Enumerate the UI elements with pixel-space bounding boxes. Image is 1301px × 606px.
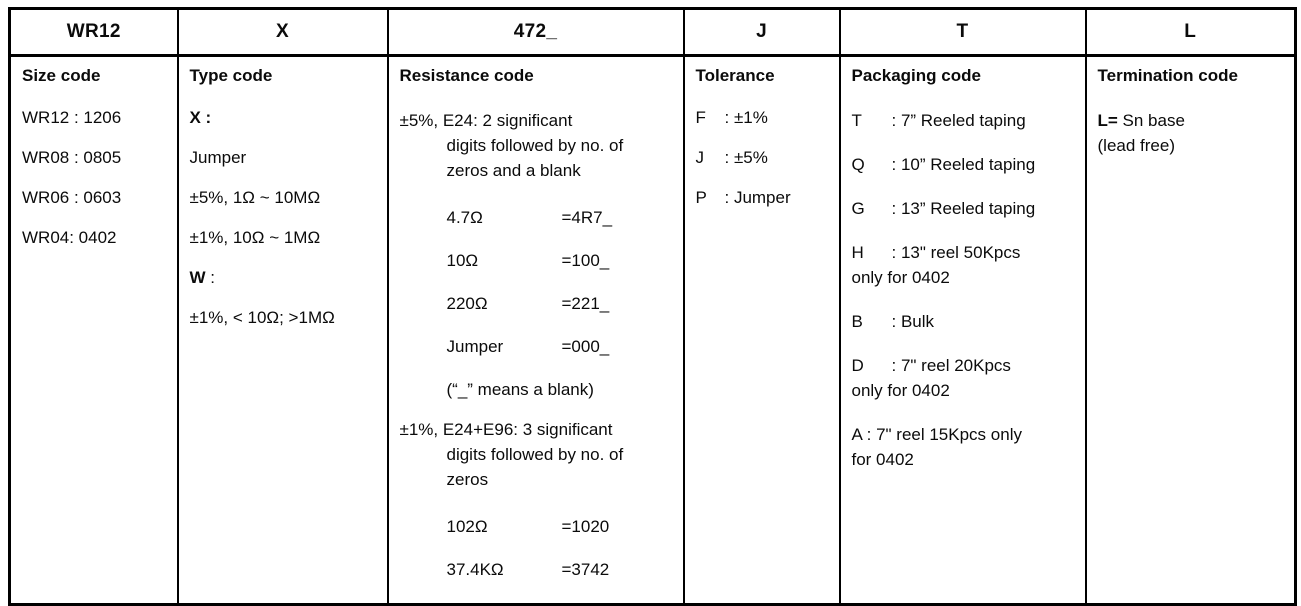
list-item: L= Sn base (lead free) [1098, 108, 1287, 158]
part-code-packaging: T [838, 7, 1087, 57]
item-line: H: 13" reel 50Kpcs [852, 240, 1077, 265]
part-code-row: WR12 X 472_ J T L [8, 7, 1297, 57]
item-letter: Q [851, 155, 865, 174]
column-title-size: Size code [22, 66, 101, 85]
item-line: for 0402 [851, 450, 914, 469]
resistance-code-cell: Resistance code ±5%, E24: 2 significant d… [386, 54, 685, 606]
example-row: 37.4KΩ =3742 [400, 560, 675, 580]
example-code: =4R7_ [561, 208, 613, 227]
termination-code-cell: Termination code L= Sn base (lead free) [1084, 54, 1297, 606]
item-letter: J [695, 148, 705, 167]
part-code-type: X [176, 7, 389, 57]
item-line: L= Sn base [1097, 111, 1185, 130]
list-item: D: 7" reel 20Kpcs only for 0402 [852, 353, 1077, 403]
item-line: B: Bulk [852, 309, 1077, 334]
paragraph-line: ±1%, E24+E96: 3 significant [399, 420, 613, 439]
example-code: =000_ [561, 337, 610, 356]
list-item: WR12 : 1206 [22, 108, 122, 127]
column-title-tolerance: Tolerance [695, 66, 775, 85]
list-item: WR04: 0402 [22, 228, 117, 247]
list-item: F: ±1% [695, 108, 768, 127]
list-item: WR06 : 0603 [22, 188, 122, 207]
list-item: B: Bulk [852, 309, 1077, 334]
list-item: W : [189, 268, 216, 287]
item-line: G: 13” Reeled taping [852, 196, 1077, 221]
column-title-termination: Termination code [1097, 66, 1238, 85]
packaging-code-cell: Packaging code T: 7” Reeled taping Q: 10”… [838, 54, 1087, 606]
list-item: G: 13” Reeled taping [852, 196, 1077, 221]
example-row: 4.7Ω =4R7_ [400, 208, 675, 228]
list-item: Jumper [189, 148, 247, 167]
item-letter: D [851, 356, 864, 375]
example-row: 102Ω =1020 [400, 517, 675, 537]
example-row: 10Ω =100_ [400, 251, 675, 271]
paragraph-line: zeros [446, 470, 489, 489]
paragraph-line: digits followed by no. of [446, 136, 624, 155]
spec-paragraph: ±1%, E24+E96: 3 significant digits follow… [400, 417, 675, 492]
type-code-cell: Type code X : Jumper ±5%, 1Ω ~ 10MΩ ±1%, 10… [176, 54, 389, 606]
item-bold-prefix: W [189, 268, 206, 287]
item-line: T: 7” Reeled taping [852, 108, 1077, 133]
example-code: =221_ [561, 294, 610, 313]
item-letter: B [851, 312, 863, 331]
item-line: Q: 10” Reeled taping [852, 152, 1077, 177]
example-note: (“_” means a blank) [446, 380, 594, 399]
part-numbering-sheet: WR12 X 472_ J T L Size code WR12 : 1206 W… [8, 7, 1297, 606]
item-bold-prefix: X : [189, 108, 212, 127]
list-item: X : [190, 108, 379, 128]
list-item: A : 7" reel 15Kpcs only for 0402 [852, 422, 1077, 472]
item-line: D: 7" reel 20Kpcs [852, 353, 1077, 378]
list-item: J: ±5% [695, 148, 768, 167]
item-line: A : 7" reel 15Kpcs only [851, 425, 1022, 444]
item-letter: P [695, 188, 707, 207]
part-code-resistance: 472_ [386, 7, 685, 57]
example-value: Jumper [446, 337, 504, 356]
example-row: 220Ω =221_ [400, 294, 675, 314]
spec-paragraph: ±5%, E24: 2 significant digits followed b… [400, 108, 675, 183]
paragraph-line: ±5%, E24: 2 significant [399, 111, 573, 130]
paragraph-line: digits followed by no. of [446, 445, 624, 464]
example-value: 102Ω [446, 517, 488, 536]
column-title-packaging: Packaging code [851, 66, 981, 85]
list-item: T: 7” Reeled taping [852, 108, 1077, 133]
part-code-tolerance: J [682, 7, 841, 57]
part-code-termination: L [1084, 7, 1297, 57]
item-letter: T [851, 111, 862, 130]
part-code-size: WR12 [8, 7, 179, 57]
legend-row: Size code WR12 : 1206 WR08 : 0805 WR06 : 0… [8, 54, 1297, 606]
example-row: Jumper =000_ [400, 337, 675, 357]
item-letter: H [851, 243, 864, 262]
list-item: P: Jumper [695, 188, 791, 207]
list-item: ±5%, 1Ω ~ 10MΩ [189, 188, 321, 207]
paragraph-line: zeros and a blank [446, 161, 581, 180]
example-code: =1020 [561, 517, 610, 536]
item-bold-prefix: L= [1097, 111, 1118, 130]
item-line: only for 0402 [851, 381, 950, 400]
list-item: WR08 : 0805 [22, 148, 122, 167]
list-item: Q: 10” Reeled taping [852, 152, 1077, 177]
item-letter: G [851, 199, 865, 218]
tolerance-cell: Tolerance F: ±1% J: ±5% P: Jumper [682, 54, 841, 606]
column-title-resistance: Resistance code [399, 66, 534, 85]
part-number-table: WR12 X 472_ J T L Size code WR12 : 1206 W… [8, 7, 1297, 606]
list-item: H: 13" reel 50Kpcs only for 0402 [852, 240, 1077, 290]
example-value: 37.4KΩ [446, 560, 504, 579]
list-item: ±1%, < 10Ω; >1MΩ [189, 308, 335, 327]
column-title-type: Type code [189, 66, 273, 85]
list-item: ±1%, 10Ω ~ 1MΩ [189, 228, 321, 247]
example-code: =100_ [561, 251, 610, 270]
example-value: 4.7Ω [446, 208, 483, 227]
item-letter: F [695, 108, 706, 127]
example-code: =3742 [561, 560, 610, 579]
example-value: 10Ω [446, 251, 479, 270]
item-line: (lead free) [1097, 136, 1175, 155]
size-code-cell: Size code WR12 : 1206 WR08 : 0805 WR06 : 0… [8, 54, 179, 606]
item-line: only for 0402 [851, 268, 950, 287]
example-value: 220Ω [446, 294, 488, 313]
